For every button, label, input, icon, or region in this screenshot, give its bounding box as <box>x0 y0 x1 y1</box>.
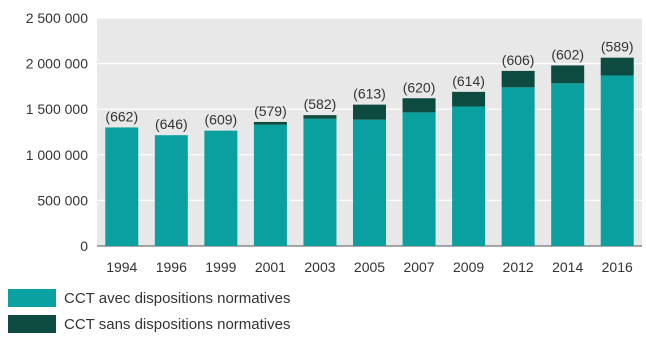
data-label: (582) <box>304 96 337 112</box>
y-tick-label: 2 500 000 <box>26 10 88 26</box>
data-labels: (662) (646) (609) (579) (582) (613) (620) (614)… <box>105 39 633 133</box>
bar-avec <box>303 118 337 246</box>
bar-sans <box>303 115 337 119</box>
bar-sans <box>402 98 436 113</box>
bar-sans <box>253 121 287 125</box>
y-axis-ticks: 0 500 000 1 000 000 1 500 000 2 000 000 2 500… <box>26 10 89 254</box>
legend-swatch-sans <box>8 315 56 333</box>
bar-avec <box>551 83 585 246</box>
bar-chart: 0 500 000 1 000 000 1 500 000 2 000 000 2 500… <box>26 10 642 275</box>
x-axis-ticks: 1994 1996 1999 2001 2003 2005 2007 2009 2012 2014… <box>106 259 633 275</box>
bar-avec <box>204 130 238 246</box>
bar-avec <box>154 135 188 246</box>
bar-sans <box>353 104 386 120</box>
data-label: (606) <box>502 52 535 68</box>
data-label: (609) <box>205 112 238 128</box>
x-tick-label: 2016 <box>602 259 633 275</box>
x-tick-label: 2007 <box>403 259 434 275</box>
x-tick-label: 1994 <box>106 259 137 275</box>
data-label: (613) <box>353 86 386 102</box>
data-label: (602) <box>551 46 584 62</box>
data-label: (579) <box>254 103 287 119</box>
legend-label-sans: CCT sans dispositions normatives <box>64 315 291 333</box>
legend: CCT avec dispositions normatives CCT san… <box>8 288 290 340</box>
x-tick-label: 2003 <box>304 259 335 275</box>
legend-label-avec: CCT avec dispositions normatives <box>64 289 291 307</box>
x-tick-label: 1996 <box>156 259 187 275</box>
x-tick-label: 2009 <box>453 259 484 275</box>
x-tick-label: 2012 <box>503 259 534 275</box>
y-tick-label: 0 <box>80 238 88 254</box>
bar-avec <box>600 75 634 247</box>
bars <box>105 57 634 247</box>
y-tick-label: 500 000 <box>37 192 88 208</box>
x-tick-label: 1999 <box>205 259 236 275</box>
x-tick-label: 2005 <box>354 259 385 275</box>
legend-item-sans: CCT sans dispositions normatives <box>8 314 290 334</box>
x-tick-label: 2014 <box>552 259 583 275</box>
data-label: (589) <box>601 39 634 55</box>
bar-sans <box>452 91 486 107</box>
x-tick-label: 2001 <box>255 259 286 275</box>
legend-swatch-avec <box>8 289 56 307</box>
bar-sans <box>551 65 585 84</box>
legend-item-avec: CCT avec dispositions normatives <box>8 288 290 308</box>
data-label: (646) <box>155 116 188 132</box>
bar-avec <box>253 124 287 246</box>
bar-avec <box>501 87 535 246</box>
bar-avec <box>452 106 486 247</box>
bar-avec <box>353 119 386 246</box>
data-label: (662) <box>105 108 138 124</box>
bar-sans <box>501 70 535 88</box>
y-tick-label: 2 000 000 <box>26 56 88 72</box>
bar-avec <box>105 127 139 246</box>
y-tick-label: 1 500 000 <box>26 101 88 117</box>
data-label: (614) <box>452 73 485 89</box>
y-tick-label: 1 000 000 <box>26 147 88 163</box>
bar-avec <box>402 112 436 246</box>
bar-sans <box>600 57 634 76</box>
data-label: (620) <box>403 79 436 95</box>
